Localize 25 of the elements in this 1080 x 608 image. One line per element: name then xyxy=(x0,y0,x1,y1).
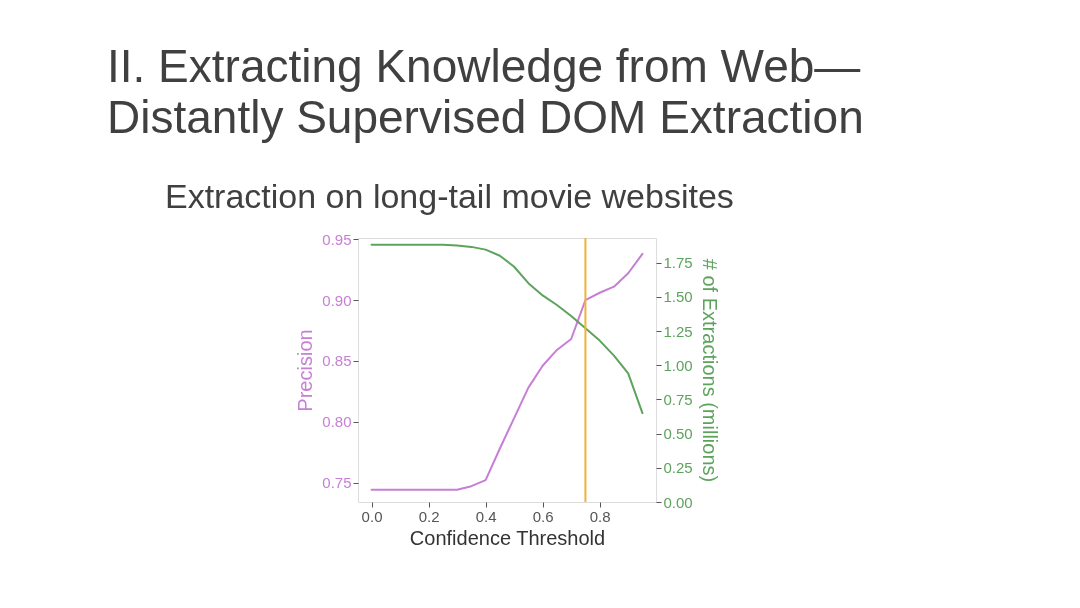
y2-tick-label: 0.75 xyxy=(663,390,693,408)
x-tick-label: 0.2 xyxy=(418,507,440,525)
y2-tick-label: 0.00 xyxy=(663,493,693,511)
y2-tick-label: 1.75 xyxy=(663,254,693,272)
chart-subtitle: Extraction on long-tail movie websites xyxy=(165,177,734,215)
y2-tick-label: 0.50 xyxy=(663,425,693,443)
x-tick-label: 0.8 xyxy=(589,507,611,525)
x-tick-label: 0.0 xyxy=(361,507,383,525)
y2-tick-label: 0.25 xyxy=(663,459,693,477)
x-axis-title: Confidence Threshold xyxy=(409,526,606,549)
y2-axis-title: # of Extractions (millions) xyxy=(698,258,721,483)
y2-tick-label: 1.50 xyxy=(663,288,693,306)
y-axis-title: Precision xyxy=(294,329,317,412)
y2-tick-label: 1.00 xyxy=(663,356,693,374)
y-tick-label: 0.90 xyxy=(322,291,352,309)
y-tick-label: 0.80 xyxy=(322,413,352,431)
line-series xyxy=(370,243,644,415)
y-tick-label: 0.85 xyxy=(322,352,352,370)
line-series xyxy=(370,252,644,491)
x-tick-label: 0.4 xyxy=(475,507,497,525)
chart-title: II. Extracting Knowledge from Web— Distantly Supervised DOM Extraction xyxy=(107,40,864,143)
x-tick-label: 0.6 xyxy=(532,507,554,525)
y-tick-label: 0.95 xyxy=(322,230,352,248)
y-tick-label: 0.75 xyxy=(322,474,352,492)
y2-tick-label: 1.25 xyxy=(663,322,693,340)
